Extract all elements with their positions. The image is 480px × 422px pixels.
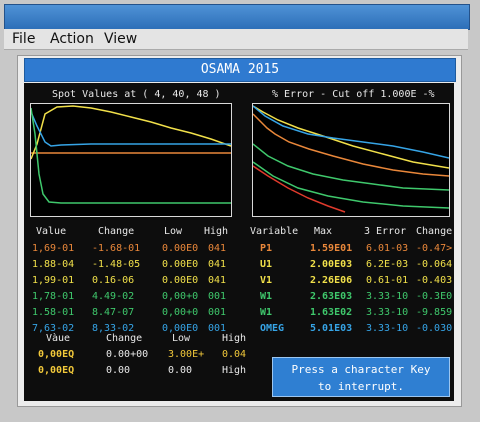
left-low-cell: 0,00+0	[162, 291, 199, 302]
right-header-variable: Variable	[250, 226, 299, 237]
series-blue-curve	[31, 111, 231, 147]
series-yellow-curve	[31, 105, 231, 160]
bottom-header-low: Low	[172, 333, 191, 344]
bottom-header-high: High	[222, 333, 247, 344]
right-change-cell: -0.3E0	[416, 291, 453, 302]
left-low-cell: 0.00E0	[162, 243, 199, 254]
menu-action[interactable]: Action	[50, 31, 94, 47]
error-green2-curve	[253, 161, 449, 209]
left-value-cell: 1,99-01	[32, 275, 75, 286]
left-change-cell: 8,33-02	[92, 323, 135, 334]
bottom-header-change: Change	[106, 333, 143, 344]
right-variable-cell: U1	[260, 259, 273, 270]
left-header-low: Low	[164, 226, 183, 237]
percent-error-chart	[252, 103, 450, 217]
left-low-cell: 0.00E0	[162, 259, 199, 270]
right-change-cell: -9.859	[416, 307, 453, 318]
left-value-cell: 1,78-01	[32, 291, 75, 302]
bottom-row-2-value: 0,00EQ	[38, 365, 75, 376]
left-change-cell: -1.68-01	[92, 243, 141, 254]
right-error-cell: 6.2E-03	[366, 259, 409, 270]
left-low-cell: 0,00E0	[162, 323, 199, 334]
error-red-curve	[253, 165, 346, 213]
error-green-curve	[253, 143, 449, 191]
left-change-cell: 8.47-07	[92, 307, 135, 318]
prompt-line-2: to interrupt.	[317, 380, 405, 393]
bottom-row-1-high: 0.04	[222, 349, 247, 360]
left-high-cell: 001	[208, 323, 227, 334]
app-title: OSAMA 2015	[24, 58, 456, 82]
left-value-cell: 1.58-01	[32, 307, 75, 318]
right-max-cell: 2.26E06	[310, 275, 353, 286]
right-error-cell: 3.33-10	[366, 323, 409, 334]
left-low-cell: 0.00E0	[162, 275, 199, 286]
right-change-cell: -0.030	[416, 323, 453, 334]
left-high-cell: 041	[208, 243, 227, 254]
right-change-cell: -0.47>	[416, 243, 453, 254]
left-high-cell: 001	[208, 307, 227, 318]
right-error-cell: 3.33-10	[366, 291, 409, 302]
left-change-cell: 0.16-06	[92, 275, 135, 286]
spot-values-caption: Spot Values at ( 4, 40, 48 )	[52, 89, 221, 100]
menu-bar: File Action View	[4, 29, 468, 50]
right-max-cell: 2.63E03	[310, 291, 353, 302]
error-orange-curve	[253, 113, 449, 177]
bottom-row-2-low: 0.00	[168, 365, 193, 376]
right-max-cell: 1.63E02	[310, 307, 353, 318]
right-error-cell: 6.01-03	[366, 243, 409, 254]
menu-view[interactable]: View	[104, 31, 138, 47]
terminal-screen: Spot Values at ( 4, 40, 48 ) % Error - C…	[24, 83, 454, 401]
percent-error-caption: % Error - Cut off 1.000E -%	[272, 89, 435, 100]
series-green-curve	[31, 107, 231, 204]
right-max-cell: 1.59E01	[310, 243, 353, 254]
right-header-error: 3 Error	[364, 226, 407, 237]
right-variable-cell: OMEG	[260, 323, 285, 334]
left-high-cell: 001	[208, 291, 227, 302]
right-header-change: Change	[416, 226, 453, 237]
right-max-cell: 2.00E03	[310, 259, 353, 270]
left-header-value: Value	[36, 226, 67, 237]
bottom-row-2-change: 0.00	[106, 365, 131, 376]
left-header-high: High	[204, 226, 229, 237]
left-high-cell: 041	[208, 259, 227, 270]
error-blue-curve	[253, 105, 449, 159]
left-change-cell: 4.49-02	[92, 291, 135, 302]
bottom-header-value: Vàue	[46, 333, 71, 344]
left-value-cell: 1.88-04	[32, 259, 75, 270]
right-variable-cell: V1	[260, 275, 273, 286]
window-title-bar	[4, 4, 470, 30]
left-low-cell: 0,00+0	[162, 307, 199, 318]
right-error-cell: 0.61-01	[366, 275, 409, 286]
bottom-row-1-low: 3.00E+	[168, 349, 205, 360]
right-variable-cell: W1	[260, 291, 273, 302]
menu-file[interactable]: File	[12, 31, 36, 47]
right-max-cell: 5.01E03	[310, 323, 353, 334]
left-value-cell: 1,69-01	[32, 243, 75, 254]
interrupt-prompt[interactable]: Press a character Key to interrupt.	[272, 357, 450, 397]
left-header-change: Change	[98, 226, 135, 237]
left-high-cell: 041	[208, 275, 227, 286]
right-variable-cell: P1	[260, 243, 273, 254]
bottom-row-2-high: High	[222, 365, 247, 376]
left-change-cell: -1.48-05	[92, 259, 141, 270]
right-header-max: Max	[314, 226, 333, 237]
prompt-line-1: Press a character Key	[291, 363, 431, 376]
right-change-cell: -0.403	[416, 275, 453, 286]
right-variable-cell: W1	[260, 307, 273, 318]
left-value-cell: 7,63-02	[32, 323, 75, 334]
bottom-row-1-change: 0.00+00	[106, 349, 149, 360]
right-change-cell: -0.064	[416, 259, 453, 270]
bottom-row-1-value: 0,00EQ	[38, 349, 75, 360]
right-error-cell: 3.33-10	[366, 307, 409, 318]
spot-values-chart	[30, 103, 232, 217]
error-yellow-curve	[253, 105, 449, 169]
